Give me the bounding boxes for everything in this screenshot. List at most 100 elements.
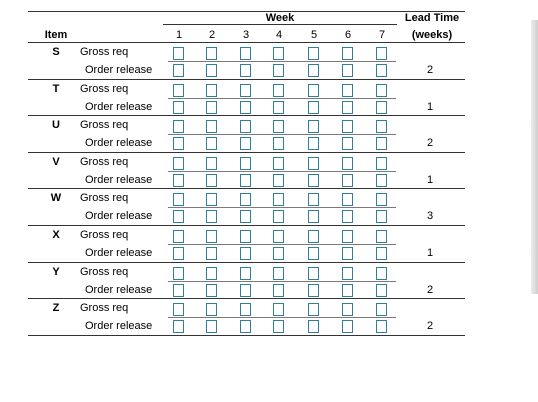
gross-req-cell-week-6[interactable]	[342, 83, 353, 97]
order-release-cell-week-6[interactable]	[342, 100, 353, 114]
order-release-cell-week-3[interactable]	[240, 173, 251, 187]
gross-req-cell-week-3[interactable]	[240, 120, 251, 134]
gross-req-cell-week-4[interactable]	[273, 47, 284, 60]
gross-req-cell-week-2[interactable]	[206, 120, 217, 134]
gross-req-cell-week-7[interactable]	[376, 47, 387, 60]
order-release-cell-week-2[interactable]	[206, 173, 217, 187]
gross-req-cell-week-5[interactable]	[308, 120, 319, 134]
gross-req-cell-week-2[interactable]	[206, 193, 217, 207]
gross-req-cell-week-7[interactable]	[376, 156, 387, 170]
order-release-cell-week-4[interactable]	[273, 210, 284, 224]
gross-req-cell-week-7[interactable]	[376, 83, 387, 97]
gross-req-cell-week-5[interactable]	[308, 193, 319, 207]
order-release-cell-week-3[interactable]	[240, 64, 251, 77]
order-release-cell-week-3[interactable]	[240, 100, 251, 114]
gross-req-cell-week-4[interactable]	[273, 120, 284, 134]
order-release-cell-week-1[interactable]	[173, 100, 184, 114]
gross-req-cell-week-5[interactable]	[308, 266, 319, 280]
gross-req-cell-week-1[interactable]	[173, 230, 184, 243]
gross-req-cell-week-3[interactable]	[240, 230, 251, 243]
order-release-cell-week-6[interactable]	[342, 247, 353, 260]
order-release-cell-week-5[interactable]	[308, 137, 319, 151]
gross-req-cell-week-6[interactable]	[342, 266, 353, 280]
gross-req-cell-week-3[interactable]	[240, 47, 251, 60]
gross-req-cell-week-6[interactable]	[342, 193, 353, 207]
gross-req-cell-week-1[interactable]	[173, 83, 184, 97]
gross-req-cell-week-1[interactable]	[173, 156, 184, 170]
order-release-cell-week-1[interactable]	[173, 247, 184, 260]
gross-req-cell-week-1[interactable]	[173, 120, 184, 134]
gross-req-cell-week-6[interactable]	[342, 156, 353, 170]
gross-req-cell-week-7[interactable]	[376, 193, 387, 207]
gross-req-cell-week-5[interactable]	[308, 230, 319, 243]
order-release-cell-week-4[interactable]	[273, 173, 284, 187]
order-release-cell-week-6[interactable]	[342, 173, 353, 187]
order-release-cell-week-6[interactable]	[342, 210, 353, 224]
order-release-cell-week-1[interactable]	[173, 64, 184, 77]
gross-req-cell-week-2[interactable]	[206, 230, 217, 243]
gross-req-cell-week-5[interactable]	[308, 156, 319, 170]
order-release-cell-week-1[interactable]	[173, 210, 184, 224]
gross-req-cell-week-4[interactable]	[273, 303, 284, 317]
order-release-cell-week-5[interactable]	[308, 210, 319, 224]
gross-req-cell-week-5[interactable]	[308, 83, 319, 97]
gross-req-cell-week-2[interactable]	[206, 156, 217, 170]
gross-req-cell-week-4[interactable]	[273, 266, 284, 280]
gross-req-cell-week-7[interactable]	[376, 266, 387, 280]
order-release-cell-week-2[interactable]	[206, 137, 217, 151]
gross-req-cell-week-4[interactable]	[273, 83, 284, 97]
gross-req-cell-week-2[interactable]	[206, 266, 217, 280]
gross-req-cell-week-2[interactable]	[206, 47, 217, 60]
order-release-cell-week-5[interactable]	[308, 100, 319, 114]
gross-req-cell-week-3[interactable]	[240, 303, 251, 317]
order-release-cell-week-7[interactable]	[376, 283, 387, 297]
order-release-cell-week-4[interactable]	[273, 247, 284, 260]
order-release-cell-week-6[interactable]	[342, 320, 353, 334]
order-release-cell-week-5[interactable]	[308, 247, 319, 260]
order-release-cell-week-2[interactable]	[206, 320, 217, 334]
order-release-cell-week-2[interactable]	[206, 210, 217, 224]
gross-req-cell-week-5[interactable]	[308, 47, 319, 60]
gross-req-cell-week-2[interactable]	[206, 303, 217, 317]
order-release-cell-week-7[interactable]	[376, 64, 387, 77]
order-release-cell-week-6[interactable]	[342, 283, 353, 297]
order-release-cell-week-3[interactable]	[240, 210, 251, 224]
gross-req-cell-week-3[interactable]	[240, 193, 251, 207]
order-release-cell-week-2[interactable]	[206, 100, 217, 114]
order-release-cell-week-3[interactable]	[240, 247, 251, 260]
gross-req-cell-week-3[interactable]	[240, 266, 251, 280]
gross-req-cell-week-2[interactable]	[206, 83, 217, 97]
gross-req-cell-week-4[interactable]	[273, 156, 284, 170]
order-release-cell-week-5[interactable]	[308, 320, 319, 334]
gross-req-cell-week-4[interactable]	[273, 193, 284, 207]
order-release-cell-week-1[interactable]	[173, 320, 184, 334]
order-release-cell-week-2[interactable]	[206, 283, 217, 297]
order-release-cell-week-2[interactable]	[206, 247, 217, 260]
order-release-cell-week-7[interactable]	[376, 320, 387, 334]
order-release-cell-week-7[interactable]	[376, 210, 387, 224]
gross-req-cell-week-1[interactable]	[173, 193, 184, 207]
order-release-cell-week-3[interactable]	[240, 283, 251, 297]
gross-req-cell-week-6[interactable]	[342, 303, 353, 317]
order-release-cell-week-6[interactable]	[342, 137, 353, 151]
order-release-cell-week-6[interactable]	[342, 64, 353, 77]
gross-req-cell-week-1[interactable]	[173, 303, 184, 317]
gross-req-cell-week-1[interactable]	[173, 266, 184, 280]
order-release-cell-week-1[interactable]	[173, 283, 184, 297]
order-release-cell-week-3[interactable]	[240, 137, 251, 151]
order-release-cell-week-4[interactable]	[273, 100, 284, 114]
gross-req-cell-week-7[interactable]	[376, 230, 387, 243]
gross-req-cell-week-6[interactable]	[342, 47, 353, 60]
order-release-cell-week-5[interactable]	[308, 283, 319, 297]
order-release-cell-week-4[interactable]	[273, 320, 284, 334]
order-release-cell-week-7[interactable]	[376, 173, 387, 187]
order-release-cell-week-3[interactable]	[240, 320, 251, 334]
order-release-cell-week-7[interactable]	[376, 100, 387, 114]
gross-req-cell-week-7[interactable]	[376, 120, 387, 134]
order-release-cell-week-5[interactable]	[308, 64, 319, 77]
gross-req-cell-week-6[interactable]	[342, 120, 353, 134]
order-release-cell-week-7[interactable]	[376, 247, 387, 260]
order-release-cell-week-5[interactable]	[308, 173, 319, 187]
order-release-cell-week-1[interactable]	[173, 173, 184, 187]
gross-req-cell-week-6[interactable]	[342, 230, 353, 243]
